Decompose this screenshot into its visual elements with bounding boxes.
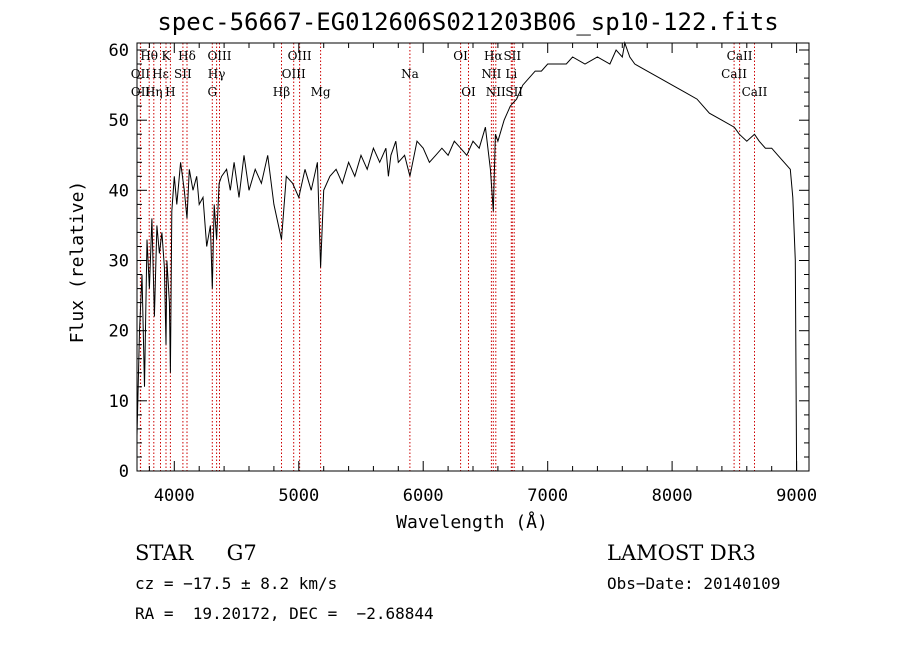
x-tick-label: 4000 xyxy=(154,486,195,506)
line-label-12: Hβ xyxy=(273,85,290,99)
line-label-27: CaII xyxy=(742,85,768,99)
plot-frame xyxy=(136,42,810,472)
line-label-25: CaII xyxy=(727,49,753,63)
line-label-14: OIII xyxy=(282,67,306,81)
line-label-10: Hγ xyxy=(208,67,226,81)
y-tick-label: 10 xyxy=(109,392,129,412)
line-label-5: K xyxy=(162,49,172,63)
line-label-9: OIII xyxy=(207,49,231,63)
line-label-8: Hδ xyxy=(178,49,196,63)
x-axis-label: Wavelength (Å) xyxy=(396,511,548,533)
line-label-0: Hθ xyxy=(140,49,158,63)
x-tick-label: 9000 xyxy=(776,486,817,506)
x-tick-label: 8000 xyxy=(652,486,693,506)
chart-title: spec-56667-EG012606S021203B06_sp10-122.f… xyxy=(157,8,778,36)
redshift-text: cz = −17.5 ± 8.2 km/s xyxy=(135,574,337,593)
spectral-line-markers xyxy=(139,43,755,471)
line-label-26: CaII xyxy=(721,67,747,81)
line-label-4: Hε xyxy=(152,67,169,81)
line-label-7: SII xyxy=(174,67,192,81)
y-tick-label: 50 xyxy=(109,111,129,131)
survey-text: LAMOST DR3 xyxy=(607,541,756,565)
line-label-1: OII xyxy=(131,67,151,81)
x-tick-label: 7000 xyxy=(527,486,568,506)
spectrum-line xyxy=(136,41,798,472)
y-tick-label: 30 xyxy=(109,252,129,272)
y-tick-label: 20 xyxy=(109,322,129,342)
line-label-24: SII xyxy=(505,85,523,99)
obs-date-text: Obs−Date: 20140109 xyxy=(607,574,780,593)
x-tick-label: 6000 xyxy=(403,486,444,506)
line-label-16: Na xyxy=(401,67,419,81)
line-label-11: G xyxy=(208,85,218,99)
line-label-15: Mg xyxy=(311,85,331,99)
line-label-18: OI xyxy=(461,85,476,99)
y-tick-label: 60 xyxy=(109,41,129,61)
classification-text: STAR G7 xyxy=(135,541,257,565)
y-tick-label: 40 xyxy=(109,181,129,201)
line-label-21: NII xyxy=(481,67,501,81)
line-label-13: OIII xyxy=(288,49,312,63)
y-axis-label: Flux (relative) xyxy=(67,181,88,344)
line-label-3: Hη xyxy=(145,85,163,99)
line-label-20: SII xyxy=(503,49,521,63)
coordinates-text: RA = 19.20172, DEC = −2.68844 xyxy=(135,604,434,623)
line-label-6: H xyxy=(165,85,175,99)
y-tick-label: 0 xyxy=(119,462,129,482)
line-label-17: OI xyxy=(453,49,468,63)
y-axis-ticks: 0 10 20 30 40 50 60 xyxy=(109,41,809,482)
x-axis-ticks: 4000 5000 6000 7000 8000 9000 xyxy=(148,43,817,506)
line-label-23: NII xyxy=(486,85,506,99)
x-tick-label: 5000 xyxy=(278,486,319,506)
line-label-19: Hα xyxy=(484,49,503,63)
line-label-22: Li xyxy=(505,67,517,81)
